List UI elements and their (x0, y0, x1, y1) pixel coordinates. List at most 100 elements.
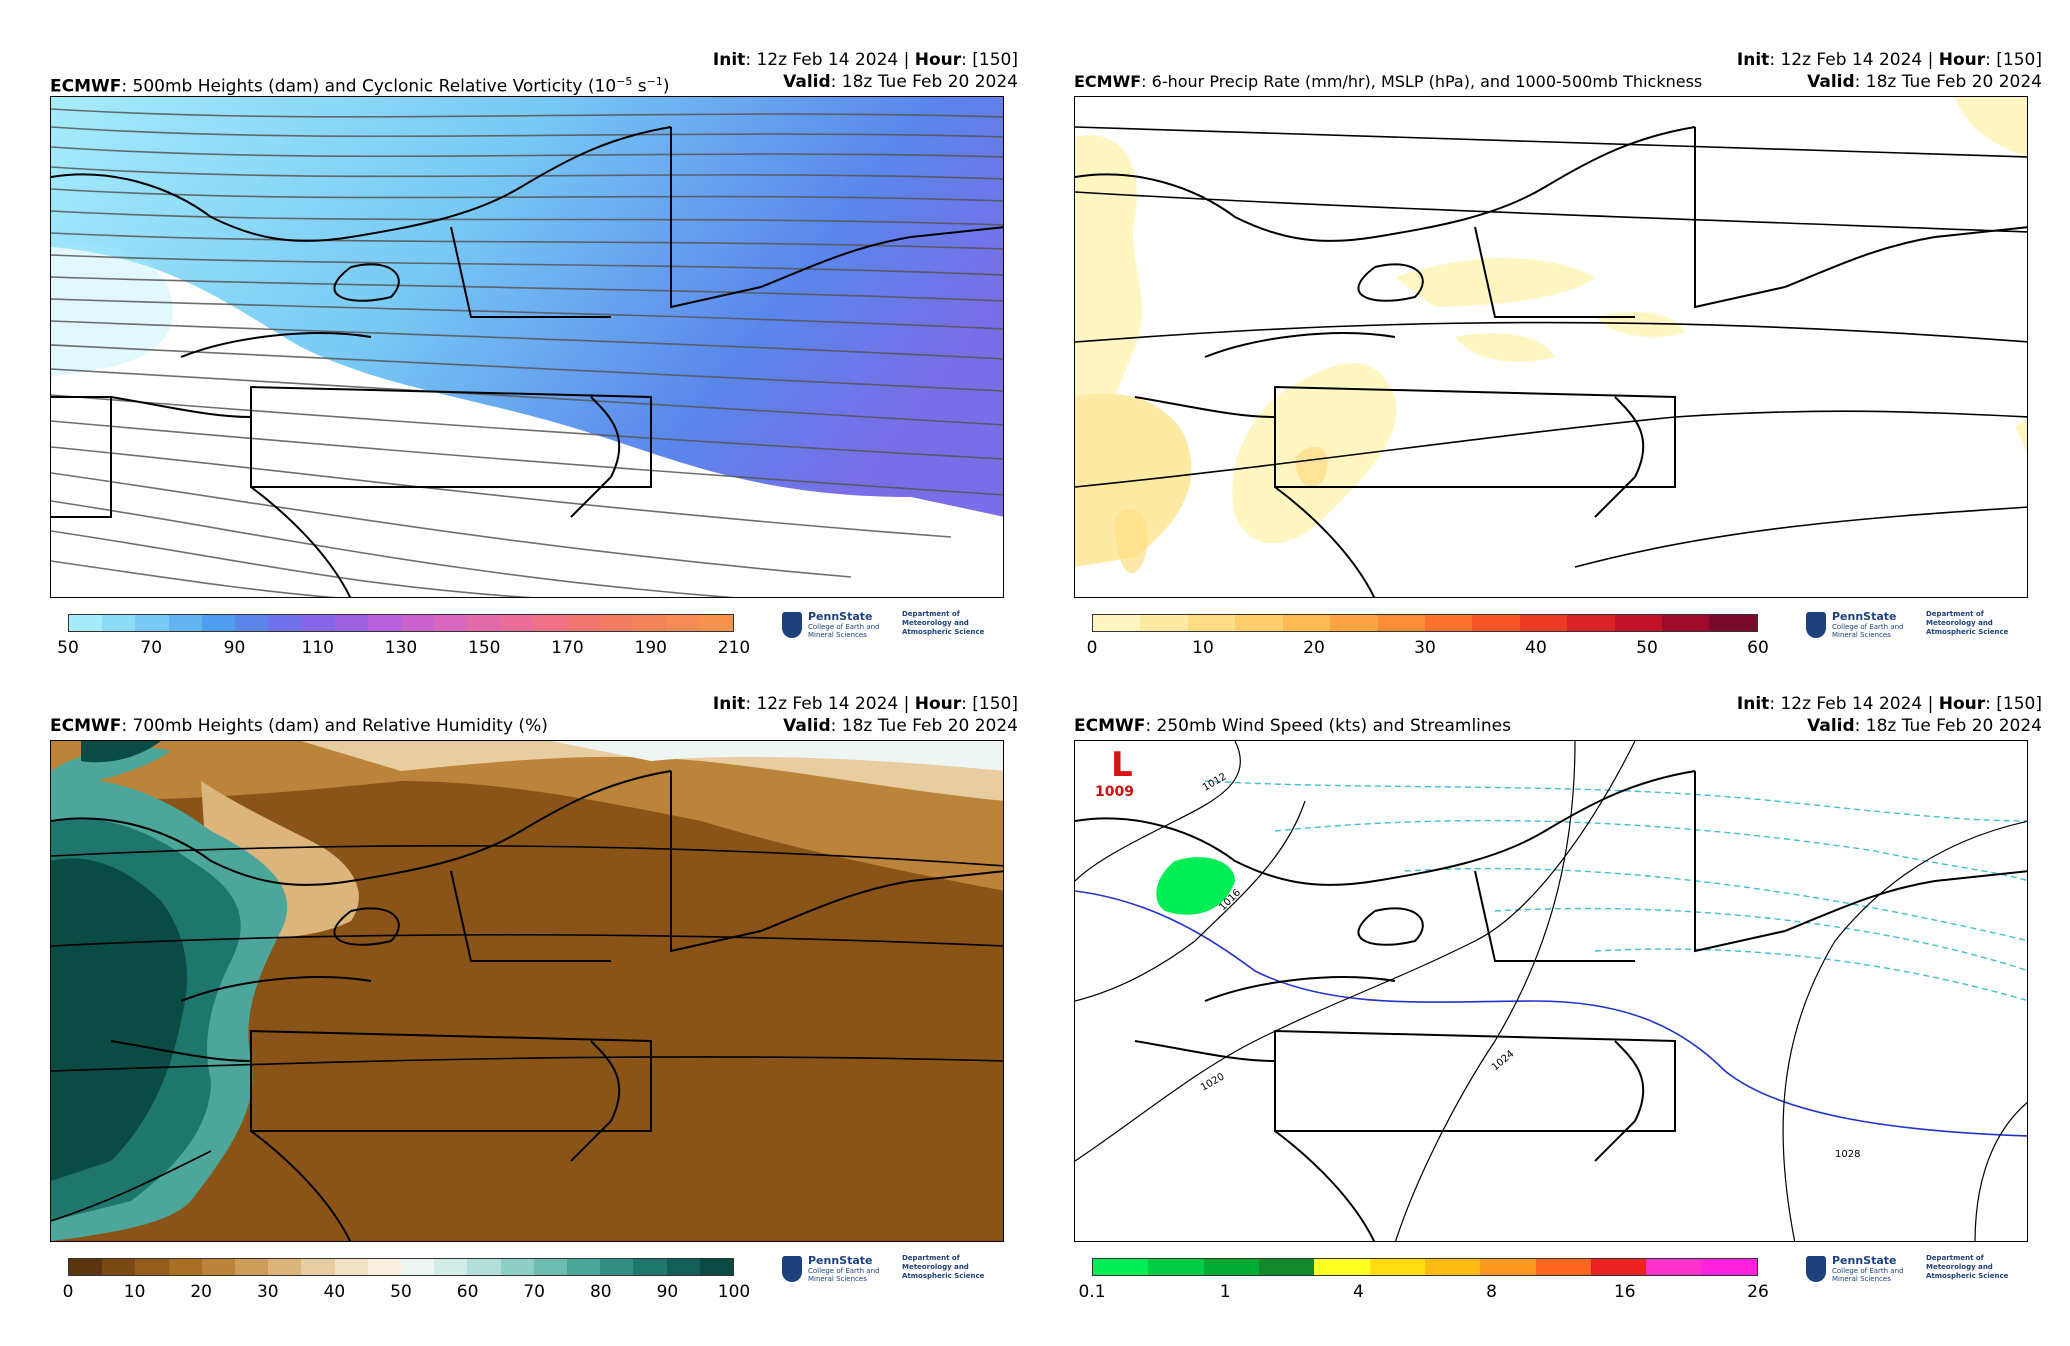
colorbar-segment (1519, 615, 1568, 631)
colorbar-tick-label: 110 (301, 638, 334, 658)
logo-college: College of Earth and Mineral Sciences (1832, 1267, 1904, 1283)
colorbar-segment (633, 1259, 667, 1275)
colorbar-segment (1140, 615, 1188, 631)
colorbar-segment (102, 615, 136, 631)
colorbar-tick-label: 1 (1219, 1282, 1231, 1302)
panel-precip-mslp: Init: 12z Feb 14 2024 | Hour: [150] ECMW… (1074, 48, 2070, 688)
isobar-label: 1028 (1835, 1149, 1860, 1160)
colorbar-segment (268, 615, 302, 631)
pennstate-shield-icon (782, 612, 802, 638)
logo-department: Department of Meteorology and Atmospheri… (902, 1254, 985, 1280)
colorbar-segment (1203, 1259, 1259, 1275)
valid-line: Valid: 18z Tue Feb 20 2024 (783, 72, 1018, 92)
colorbar-segment (1662, 615, 1710, 631)
colorbar-segment (201, 615, 236, 631)
logo-college: College of Earth and Mineral Sciences (808, 623, 880, 639)
colorbar-segment (1369, 1259, 1425, 1275)
colorbar-segment (1701, 1259, 1757, 1275)
colorbar-rh (68, 1258, 734, 1276)
colorbar-segment (1424, 1259, 1481, 1275)
colorbar-segment (235, 1259, 269, 1275)
init-line: Init: 12z Feb 14 2024 | Hour: [150] (1736, 50, 2042, 70)
colorbar-segment (401, 615, 435, 631)
colorbar-segment (467, 615, 501, 631)
colorbar-segment (168, 615, 202, 631)
pennstate-shield-icon (1806, 1256, 1826, 1282)
panel-500mb-vorticity: Init: 12z Feb 14 2024 | Hour: [150] ECMW… (50, 48, 1050, 688)
colorbar-tick-label: 100 (717, 1282, 751, 1302)
init-line: Init: 12z Feb 14 2024 | Hour: [150] (712, 50, 1018, 70)
colorbar-segment (367, 1259, 402, 1275)
init-line: Init: 12z Feb 14 2024 | Hour: [150] (712, 694, 1018, 714)
colorbar-segment (1535, 1259, 1591, 1275)
colorbar-tick-label: 150 (468, 638, 501, 658)
colorbar-tick-label: 50 (390, 1282, 412, 1302)
colorbar-segment (1614, 615, 1663, 631)
colorbar-ticks: 50 70 90 110 130 150 170 190 210 (57, 638, 750, 660)
colorbar-segment (1093, 615, 1141, 631)
logo-pennstate: PennState College of Earth and Mineral S… (1806, 1254, 2016, 1290)
colorbar-segment (699, 1259, 734, 1275)
colorbar-tick-label: 70 (523, 1282, 546, 1302)
map-500mb (50, 96, 1004, 598)
colorbar-segment (1377, 615, 1425, 631)
colorbar-tick-label: 16 (1613, 1282, 1636, 1302)
colorbar-segment (1258, 1259, 1315, 1275)
colorbar-segment (235, 615, 269, 631)
colorbar-tick-label: 80 (589, 1282, 612, 1302)
colorbar-segment (301, 615, 335, 631)
colorbar-ticks: 0 10 20 30 40 50 60 (1087, 638, 1769, 660)
logo-department: Department of Meteorology and Atmospheri… (1926, 1254, 2009, 1280)
colorbar-tick-label: 60 (1747, 638, 1769, 658)
colorbar-tick-label: 4 (1352, 1282, 1364, 1302)
valid-line: Valid: 18z Tue Feb 20 2024 (1807, 72, 2042, 92)
colorbar-segment (1282, 615, 1331, 631)
colorbar-segment (533, 615, 568, 631)
panel-title: ECMWF: 500mb Heights (dam) and Cyclonic … (50, 75, 670, 97)
init-line: Init: 12z Feb 14 2024 | Hour: [150] (1736, 694, 2042, 714)
valid-line: Valid: 18z Tue Feb 20 2024 (1807, 716, 2042, 736)
colorbar-segment (135, 1259, 169, 1275)
colorbar-segment (434, 1259, 468, 1275)
colorbar-segment (666, 1259, 700, 1275)
colorbar-segment (699, 615, 734, 631)
colorbar-segment (1093, 1259, 1149, 1275)
colorbar-segment (69, 1259, 103, 1275)
colorbar-segment (168, 1259, 202, 1275)
map-700mb (50, 740, 1004, 1242)
valid-line: Valid: 18z Tue Feb 20 2024 (783, 716, 1018, 736)
colorbar-segment (1187, 615, 1236, 631)
colorbar-tick-label: 20 (190, 1282, 213, 1302)
logo-university: PennState (808, 610, 873, 623)
colorbar-segment (201, 1259, 236, 1275)
logo-department: Department of Meteorology and Atmospheri… (902, 610, 985, 636)
low-pressure-value: 1009 (1095, 784, 1134, 800)
colorbar-tick-label: 50 (1636, 638, 1658, 658)
colorbar-tick-label: 10 (1192, 638, 1214, 658)
colorbar-segment (367, 615, 402, 631)
colorbar-tick-label: 20 (1303, 638, 1325, 658)
logo-university: PennState (808, 1254, 873, 1267)
logo-university: PennState (1832, 610, 1897, 623)
colorbar-segment (533, 1259, 568, 1275)
colorbar-segment (102, 1259, 136, 1275)
colorbar-segment (633, 615, 667, 631)
colorbar-segment (268, 1259, 302, 1275)
panel-700mb-rh: Init: 12z Feb 14 2024 | Hour: [150] ECMW… (50, 692, 1050, 1332)
colorbar-segment (135, 615, 169, 631)
colorbar-segment (1567, 615, 1615, 631)
colorbar-segment (1646, 1259, 1702, 1275)
colorbar-segment (1480, 1259, 1536, 1275)
colorbar-segment (334, 615, 368, 631)
colorbar-ticks: 0.1 1 4 8 16 26 (1078, 1282, 1768, 1304)
colorbar-segment (600, 1259, 634, 1275)
pennstate-shield-icon (782, 1256, 802, 1282)
colorbar-tick-label: 40 (323, 1282, 346, 1302)
colorbar-tick-label: 10 (123, 1282, 146, 1302)
colorbar-segment (1590, 1259, 1647, 1275)
colorbar-vorticity (68, 614, 734, 632)
colorbar-segment (301, 1259, 335, 1275)
logo-department: Department of Meteorology and Atmospheri… (1926, 610, 2009, 636)
colorbar-tick-label: 170 (551, 638, 584, 658)
pennstate-shield-icon (1806, 612, 1826, 638)
